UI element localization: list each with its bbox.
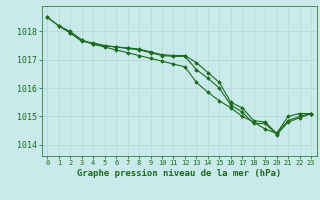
X-axis label: Graphe pression niveau de la mer (hPa): Graphe pression niveau de la mer (hPa) (77, 169, 281, 178)
